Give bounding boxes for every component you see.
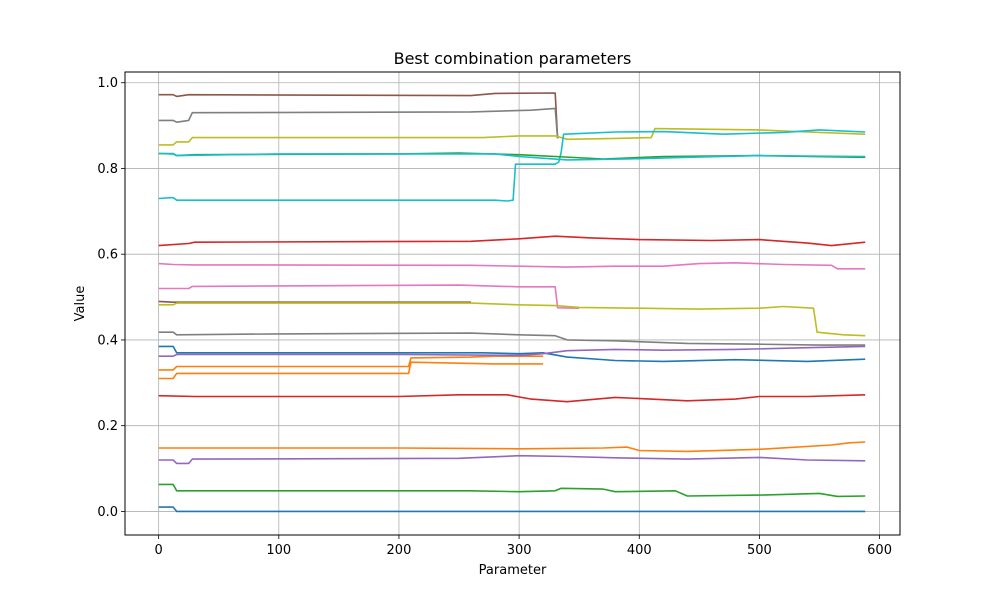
series-line-3 — [158, 393, 866, 403]
x-ticks: 0 100 200 300 400 500 600 — [155, 535, 892, 558]
series-line-1 — [158, 441, 866, 453]
y-ticks: 0.0 0.2 0.4 0.6 0.8 1.0 — [97, 76, 125, 520]
x-tick-label: 400 — [627, 543, 652, 558]
grid-lines — [125, 72, 900, 535]
plot-frame — [124, 71, 901, 536]
series-line-15 — [158, 235, 866, 247]
x-tick-label: 500 — [747, 543, 772, 558]
series-line-16 — [158, 261, 866, 270]
x-tick-label: 300 — [507, 543, 532, 558]
series-line-12 — [158, 361, 544, 380]
series-line-19 — [158, 331, 866, 346]
y-tick-label: 1.0 — [97, 76, 118, 91]
series-line-2 — [158, 483, 866, 498]
series-line-10 — [158, 345, 866, 363]
x-tick-label: 0 — [155, 543, 163, 558]
series-group — [158, 92, 866, 513]
series-line-14 — [158, 152, 866, 161]
chart-title: Best combination parameters — [394, 49, 632, 68]
y-tick-label: 0.0 — [97, 505, 118, 520]
series-line-0 — [158, 506, 866, 513]
y-tick-label: 0.4 — [97, 333, 118, 348]
series-line-7 — [158, 107, 559, 139]
x-tick-label: 200 — [387, 543, 412, 558]
series-line-18 — [158, 302, 866, 337]
series-line-17 — [158, 300, 471, 304]
x-tick-label: 600 — [867, 543, 892, 558]
y-tick-label: 0.2 — [97, 419, 118, 434]
series-line-9 — [158, 129, 866, 202]
series-line-6 — [158, 284, 580, 309]
y-tick-label: 0.8 — [97, 162, 118, 177]
x-tick-label: 100 — [266, 543, 291, 558]
series-line-11 — [158, 355, 544, 371]
series-line-5 — [158, 92, 559, 139]
series-line-8 — [158, 127, 866, 146]
series-line-4 — [158, 454, 866, 465]
y-axis-label: Value — [73, 286, 88, 322]
x-axis-label: Parameter — [479, 563, 547, 578]
y-tick-label: 0.6 — [97, 248, 118, 263]
series-line-20 — [158, 345, 866, 358]
